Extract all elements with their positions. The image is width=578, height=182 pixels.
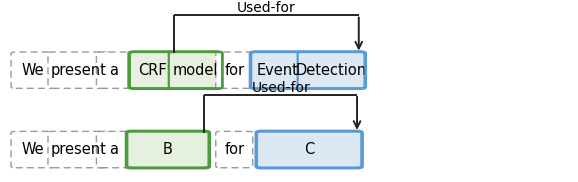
Text: We: We — [21, 63, 44, 78]
Text: Used-for: Used-for — [237, 1, 295, 15]
Text: Used-for: Used-for — [251, 81, 310, 95]
FancyBboxPatch shape — [11, 131, 54, 168]
FancyBboxPatch shape — [126, 131, 210, 168]
FancyBboxPatch shape — [97, 131, 130, 168]
FancyBboxPatch shape — [11, 52, 54, 88]
FancyBboxPatch shape — [298, 52, 365, 88]
FancyBboxPatch shape — [216, 52, 253, 88]
FancyBboxPatch shape — [250, 52, 366, 89]
Text: present: present — [51, 63, 106, 78]
Text: present: present — [51, 142, 106, 157]
FancyBboxPatch shape — [127, 131, 209, 168]
FancyBboxPatch shape — [129, 52, 223, 89]
FancyBboxPatch shape — [257, 131, 361, 168]
Text: a: a — [109, 142, 118, 157]
FancyBboxPatch shape — [169, 52, 221, 88]
Text: Detection: Detection — [295, 63, 366, 78]
Text: Event: Event — [257, 63, 298, 78]
FancyBboxPatch shape — [251, 52, 303, 88]
Text: for: for — [224, 63, 244, 78]
Text: CRF: CRF — [138, 63, 166, 78]
FancyBboxPatch shape — [256, 131, 362, 168]
Text: B: B — [163, 142, 173, 157]
Text: C: C — [304, 142, 314, 157]
FancyBboxPatch shape — [48, 131, 109, 168]
Text: a: a — [109, 63, 118, 78]
FancyBboxPatch shape — [97, 52, 130, 88]
Text: model: model — [172, 63, 218, 78]
FancyBboxPatch shape — [48, 52, 109, 88]
Text: for: for — [224, 142, 244, 157]
FancyBboxPatch shape — [130, 52, 175, 88]
Text: We: We — [21, 142, 44, 157]
FancyBboxPatch shape — [216, 131, 253, 168]
